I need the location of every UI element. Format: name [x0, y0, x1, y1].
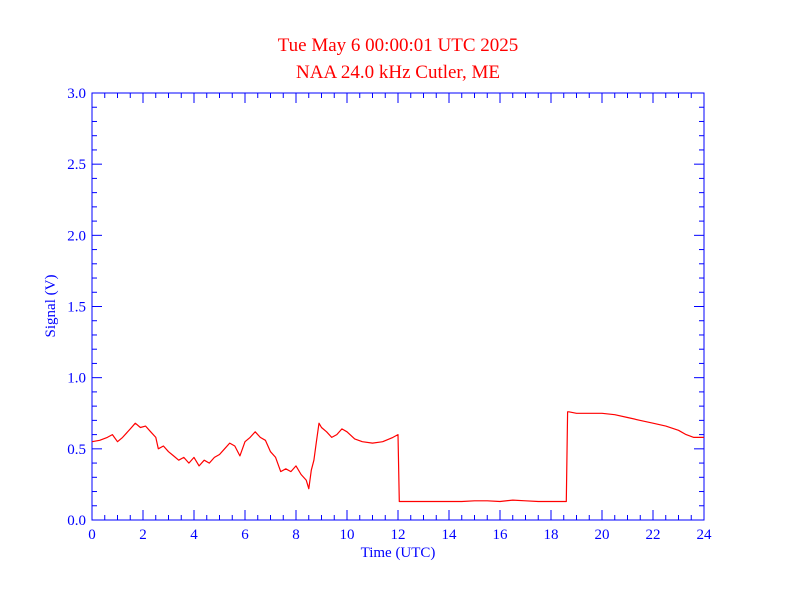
y-tick-label: 1.5 [67, 300, 86, 316]
x-tick-label: 16 [493, 527, 509, 543]
y-axis-label: Signal (V) [43, 275, 59, 338]
x-tick-label: 24 [697, 527, 713, 543]
x-tick-label: 2 [139, 527, 147, 543]
x-tick-label: 8 [292, 527, 300, 543]
y-tick-label: 2.5 [67, 157, 86, 173]
x-tick-label: 12 [391, 527, 406, 543]
x-tick-label: 10 [340, 527, 355, 543]
signal-series-line [91, 411, 704, 503]
x-tick-label: 20 [595, 527, 610, 543]
chart-subtitle: NAA 24.0 kHz Cutler, ME [296, 62, 500, 83]
x-tick-label: 14 [442, 527, 458, 543]
y-tick-label: 1.0 [67, 371, 86, 387]
x-axis-label: Time (UTC) [361, 545, 436, 561]
axes: 0 2 4 6 8 10 12 14 16 18 20 22 240.00.51.01.52.02.53… [67, 86, 712, 543]
y-tick-label: 3.0 [67, 86, 86, 102]
x-tick-label: 6 [241, 527, 249, 543]
x-tick-label: 0 [88, 527, 96, 543]
chart-title: Tue May 6 00:00:01 UTC 2025 [278, 35, 519, 56]
y-tick-label: 0.0 [67, 513, 86, 529]
plot-area [91, 411, 704, 503]
y-tick-label: 2.0 [67, 228, 86, 244]
x-tick-label: 18 [544, 527, 559, 543]
y-tick-label: 0.5 [67, 442, 86, 458]
x-tick-label: 22 [646, 527, 661, 543]
x-tick-label: 4 [190, 527, 198, 543]
